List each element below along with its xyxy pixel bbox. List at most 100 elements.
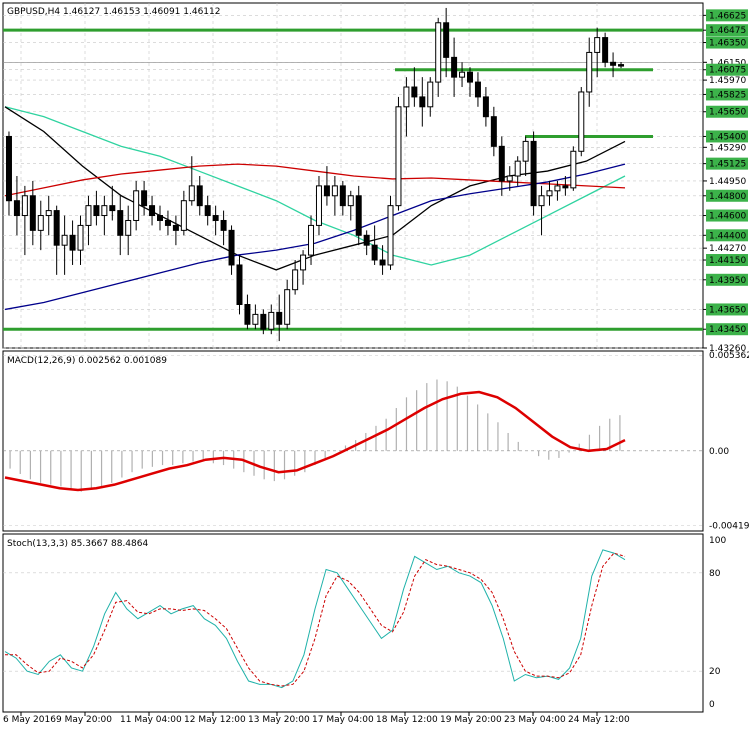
time-tick-label: 13 May 20:00 xyxy=(248,715,310,725)
bullish-candle xyxy=(578,91,585,152)
bullish-candle xyxy=(514,160,521,177)
stochastic-lines xyxy=(4,549,626,689)
time-tick-label: 17 May 04:00 xyxy=(312,715,374,725)
bullish-candle xyxy=(292,269,299,291)
bullish-candle xyxy=(21,195,28,217)
time-tick-label: 18 May 12:00 xyxy=(376,715,438,725)
bearish-candle xyxy=(371,244,378,261)
stochastic-axis: 100 80 20 0 xyxy=(709,536,726,710)
bullish-candle xyxy=(570,150,577,189)
bearish-candle xyxy=(157,215,163,221)
macd-panel[interactable]: 0.005362 0.00 -0.004199 MACD(12,26,9) 0.00… xyxy=(2,350,749,532)
bullish-candle xyxy=(331,185,338,197)
moving-average-line xyxy=(4,106,626,271)
price-panel[interactable]: 1.46625 1.46475 1.46350 1.461501.460751.459… xyxy=(2,2,748,354)
bearish-candle xyxy=(323,185,330,197)
bullish-candle xyxy=(387,205,394,266)
bullish-candle xyxy=(395,106,402,207)
price-tick-label: 1.44600 xyxy=(709,212,746,222)
bearish-candle xyxy=(451,56,458,78)
stochastic-grid xyxy=(3,572,703,672)
price-level-highlight xyxy=(706,24,748,37)
price-tick-label: 1.46075 xyxy=(709,66,746,76)
price-tick-label: 1.46625 xyxy=(709,11,746,21)
price-tick-label: 1.44800 xyxy=(709,192,746,202)
price-tick-label: 1.43650 xyxy=(709,305,746,315)
bullish-candle xyxy=(268,311,275,330)
price-level-highlight xyxy=(706,130,748,143)
bearish-candle xyxy=(276,311,283,325)
macd-panel-border xyxy=(2,350,704,532)
bearish-candle xyxy=(339,185,346,207)
bullish-candle xyxy=(85,205,92,226)
bullish-candle xyxy=(435,22,442,83)
price-tick-label: 1.43260 xyxy=(709,344,746,354)
stochastic-panel[interactable]: 100 80 20 0 Stoch(13,3,3) 85.3667 88.4864 xyxy=(2,533,726,713)
bearish-candle xyxy=(244,304,251,325)
price-tick-label: 1.46475 xyxy=(709,26,746,36)
bullish-candle xyxy=(252,313,259,325)
macd-title: MACD(12,26,9) 0.002562 0.001089 xyxy=(7,356,167,366)
bearish-candle xyxy=(602,37,609,63)
price-level-highlight xyxy=(706,88,748,101)
price-tick-label: 1.44400 xyxy=(709,231,746,241)
price-tick-label: 1.46150 xyxy=(709,58,746,68)
price-level-highlight xyxy=(706,189,748,202)
macd-tick-label: 0.00 xyxy=(709,447,729,457)
macd-signal-polyline xyxy=(4,390,626,492)
bearish-candle xyxy=(220,219,227,231)
bearish-candle xyxy=(562,185,569,189)
time-tick-label: 9 May 20:00 xyxy=(56,715,112,725)
bullish-candle xyxy=(459,71,466,78)
bearish-candle xyxy=(363,234,370,246)
candlesticks xyxy=(5,7,625,342)
bearish-candle xyxy=(5,135,12,202)
price-level-highlight xyxy=(706,323,748,336)
bearish-candle xyxy=(141,190,148,207)
bullish-candle xyxy=(594,37,601,53)
price-tick-label: 1.44950 xyxy=(709,177,746,187)
bearish-candle xyxy=(419,96,426,108)
bullish-candle xyxy=(300,254,307,271)
bullish-candle xyxy=(45,210,52,217)
bullish-candle xyxy=(315,185,322,226)
time-tick-label: 19 May 20:00 xyxy=(440,715,502,725)
stochastic-tick-label: 80 xyxy=(709,569,721,579)
bullish-candle xyxy=(180,200,187,231)
macd-axis: 0.005362 0.00 -0.004199 xyxy=(709,351,749,531)
time-tick-label: 12 May 12:00 xyxy=(184,715,246,725)
moving-average-line xyxy=(4,106,626,266)
bullish-candle xyxy=(101,205,108,217)
bullish-candle xyxy=(586,51,593,93)
bearish-candle xyxy=(69,234,76,251)
stochastic-tick-label: 0 xyxy=(709,700,715,710)
bullish-candle xyxy=(427,81,434,108)
price-tick-label: 1.45825 xyxy=(709,90,746,100)
bearish-candle xyxy=(355,195,362,236)
bullish-candle xyxy=(538,195,545,207)
bearish-candle xyxy=(172,224,179,231)
bearish-candle xyxy=(13,200,20,217)
bearish-candle xyxy=(443,22,450,58)
price-tick-label: 1.45290 xyxy=(709,143,746,153)
bearish-candle xyxy=(204,205,211,217)
price-tick-label: 1.45125 xyxy=(709,160,746,170)
bullish-candle xyxy=(546,190,553,197)
bullish-candle xyxy=(403,86,410,108)
bearish-candle xyxy=(498,145,505,182)
price-tick-label: 1.45970 xyxy=(709,76,746,86)
price-level-highlight xyxy=(706,157,748,170)
bullish-candle xyxy=(61,234,68,246)
bearish-candle xyxy=(212,215,219,221)
time-tick-label: 6 May 2016 xyxy=(3,715,56,725)
price-level-highlight xyxy=(706,105,748,118)
price-level-highlight xyxy=(706,303,748,316)
bearish-candle xyxy=(379,259,386,266)
bullish-candle xyxy=(522,140,529,162)
bearish-candle xyxy=(411,86,418,98)
price-level-highlight xyxy=(706,273,748,286)
price-level-highlight xyxy=(706,63,748,76)
bearish-candle xyxy=(490,116,497,147)
